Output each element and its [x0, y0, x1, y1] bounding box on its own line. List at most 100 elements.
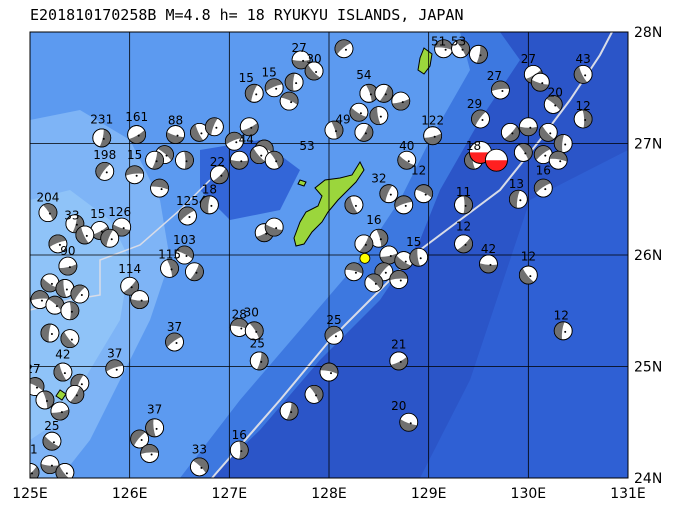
depth-label: 28	[232, 308, 247, 322]
focal-mechanism	[533, 145, 553, 165]
focal-mechanism	[204, 117, 224, 137]
depth-label: 43	[576, 52, 591, 66]
focal-mechanism	[349, 102, 369, 122]
focal-mechanism	[284, 72, 304, 92]
focal-mechanism	[369, 228, 389, 248]
focal-mechanism	[391, 91, 411, 111]
focal-mechanism	[65, 384, 85, 404]
depth-label: 27	[291, 41, 306, 55]
focal-mechanism	[53, 362, 73, 382]
focal-mechanism	[471, 109, 490, 129]
focal-mechanism	[160, 258, 179, 278]
focal-mechanism	[48, 234, 68, 254]
focal-mechanism	[224, 131, 244, 151]
depth-label: 15	[406, 235, 421, 249]
focal-mechanism	[239, 117, 259, 137]
focal-mechanism	[518, 265, 538, 285]
focal-mechanism	[95, 161, 115, 181]
depth-label: 12	[554, 309, 569, 323]
depth-label: 12	[576, 99, 591, 113]
focal-mechanism	[92, 128, 112, 148]
focal-mechanism	[500, 122, 520, 142]
focal-mechanism	[40, 323, 60, 343]
focal-mechanism	[533, 178, 553, 198]
focal-mechanism	[40, 455, 60, 475]
depth-label: 16	[232, 428, 247, 442]
lat-label: 26N	[634, 248, 662, 264]
map-frame	[29, 31, 629, 479]
focal-mechanism	[130, 429, 150, 449]
focal-mechanism	[145, 418, 164, 438]
focal-mechanism	[319, 362, 339, 382]
focal-mechanism	[389, 270, 409, 289]
focal-mechanism	[55, 279, 75, 298]
focal-mechanism	[379, 245, 399, 265]
focal-mechanism	[397, 150, 417, 170]
focal-mechanism	[409, 247, 429, 267]
depth-label: 37	[107, 347, 122, 361]
focal-mechanism	[229, 440, 249, 460]
depth-label: 16	[536, 164, 551, 178]
small-island	[55, 389, 67, 401]
focal-mechanism	[379, 184, 399, 204]
depth-label: 18	[202, 183, 217, 197]
focal-mechanism	[538, 122, 558, 142]
focal-mechanism	[199, 195, 219, 215]
lon-label: 128E	[311, 486, 347, 502]
focal-mechanism	[60, 329, 80, 349]
focal-mechanism	[399, 412, 419, 432]
depth-label: 115	[158, 247, 181, 261]
depth-label: 21	[391, 338, 406, 352]
focal-mechanism	[45, 295, 65, 315]
focal-mechanism	[264, 150, 284, 170]
lat-label: 24N	[634, 471, 662, 487]
focal-mechanism	[165, 332, 184, 352]
focal-mechanism	[454, 234, 473, 254]
focal-mechanism	[334, 39, 354, 59]
depth-label: 30	[244, 305, 259, 319]
focal-mechanism	[344, 262, 364, 282]
focal-mechanism	[40, 273, 60, 293]
focal-mechanism	[451, 39, 470, 59]
focal-mechanism	[374, 83, 394, 103]
focal-mechanism	[573, 64, 593, 84]
focal-mechanism	[38, 203, 58, 223]
focal-mechanism	[573, 109, 593, 129]
focal-mechanism	[454, 195, 473, 215]
depth-label: 42	[55, 348, 70, 362]
depth-label: 37	[147, 402, 162, 416]
focal-mechanism	[359, 83, 379, 103]
main-event-marker	[359, 252, 371, 264]
focal-mechanism	[491, 80, 510, 100]
depth-label: 88	[168, 114, 183, 128]
lon-label: 127E	[212, 486, 248, 502]
depth-label: 11	[456, 185, 471, 199]
depth-label: 20	[391, 399, 406, 413]
focal-mechanism	[42, 431, 62, 451]
depth-label: 27	[487, 69, 502, 83]
iheya-island	[297, 179, 307, 187]
depth-label: 122	[421, 114, 444, 128]
focal-mechanism	[304, 384, 324, 404]
focal-mechanism	[229, 150, 249, 170]
depth-label: 25	[44, 419, 59, 433]
depth-label: 54	[356, 68, 371, 82]
focal-mechanism	[190, 457, 209, 477]
depth-label: 90	[60, 244, 75, 258]
focal-mechanism	[130, 290, 150, 310]
focal-mechanism	[75, 225, 95, 245]
focal-mechanism	[369, 106, 389, 126]
focal-mechanism	[105, 359, 125, 379]
focal-mechanism	[249, 145, 269, 165]
focal-mechanism	[140, 444, 160, 463]
depth-label: 12	[521, 250, 536, 264]
focal-mechanism	[175, 245, 194, 265]
lat-label: 27N	[634, 137, 662, 153]
depth-label: 198	[93, 148, 116, 162]
focal-mechanism	[112, 217, 132, 237]
focal-mechanism	[175, 150, 194, 170]
highlighted-mechanism	[485, 148, 508, 172]
boundary-line	[30, 179, 211, 311]
lat-label: 28N	[634, 25, 662, 41]
